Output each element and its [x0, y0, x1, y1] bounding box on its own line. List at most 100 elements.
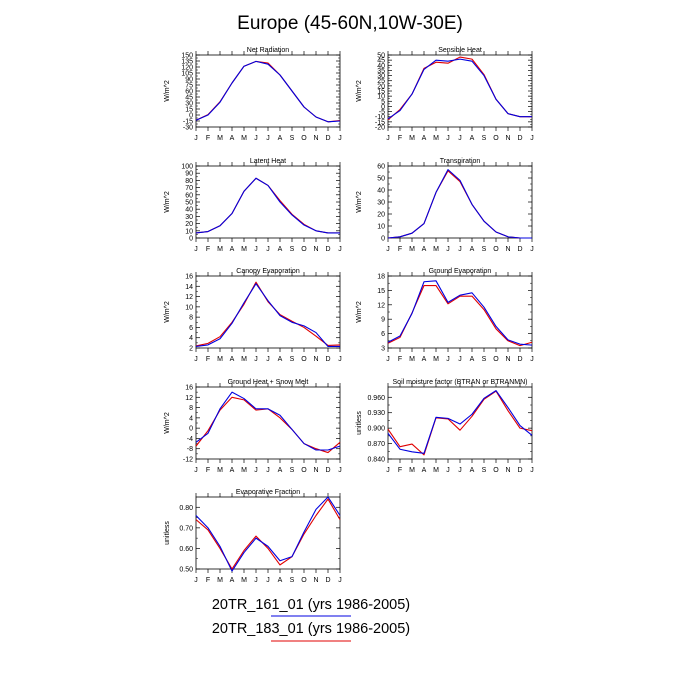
y-tick-label: 0.900 [367, 426, 385, 433]
x-tick-label: J [254, 356, 258, 363]
y-tick-label: -4 [187, 436, 193, 443]
y-tick-label: 15 [377, 288, 385, 295]
x-tick-label: F [398, 467, 402, 474]
figure-title: Europe (45-60N,10W-30E) [237, 13, 463, 34]
panel-1: Net Radiation -30-15015304560759010512013… [164, 47, 342, 142]
y-tick-label: 90 [185, 77, 193, 84]
x-tick-label: J [530, 246, 534, 253]
series-line-1 [387, 56, 532, 121]
x-tick-label: M [409, 467, 415, 474]
y-tick-label: 40 [377, 63, 385, 70]
y-axis-label: W/m^2 [356, 191, 363, 213]
y-tick-label: 6 [189, 325, 193, 332]
plot-frame [195, 275, 341, 349]
panel-title: Ground Evaporation [429, 268, 492, 275]
x-tick-label: N [505, 246, 510, 253]
x-tick-label: A [470, 246, 475, 253]
y-tick-label: 30 [377, 73, 385, 80]
x-tick-label: O [301, 467, 307, 474]
series-line-2 [195, 60, 341, 123]
x-tick-label: M [217, 246, 223, 253]
x-tick-label: M [241, 135, 247, 142]
x-tick-label: S [290, 135, 295, 142]
y-axis-label: W/m^2 [164, 412, 171, 434]
plot-frame [387, 165, 533, 239]
y-tick-label: 9 [381, 317, 385, 324]
x-tick-label: O [493, 467, 499, 474]
x-tick-label: S [482, 246, 487, 253]
x-tick-label: F [206, 246, 210, 253]
x-tick-label: J [338, 356, 342, 363]
series-line-1 [387, 285, 533, 347]
y-tick-label: 4 [189, 335, 193, 342]
y-tick-label: 10 [185, 304, 193, 311]
legend-label-2: 20TR_183_01 (yrs 1986-2005) [212, 621, 410, 637]
x-tick-label: A [470, 467, 475, 474]
x-tick-label: J [338, 135, 342, 142]
y-tick-label: 0 [189, 426, 193, 433]
x-tick-label: O [493, 246, 499, 253]
x-tick-label: J [266, 135, 270, 142]
x-tick-label: D [517, 135, 522, 142]
legend: 20TR_161_01 (yrs 1986-2005) 20TR_183_01 … [212, 597, 410, 642]
y-tick-label: 14 [185, 284, 193, 291]
panel-title: Soil moisture factor (BTRAN or BTRANMN) [393, 379, 528, 386]
y-tick-label: 45 [377, 58, 385, 65]
x-tick-label: O [493, 356, 499, 363]
x-tick-label: M [217, 467, 223, 474]
x-tick-label: F [206, 577, 210, 584]
y-tick-label: 0 [189, 113, 193, 120]
y-tick-label: 50 [377, 53, 385, 60]
x-tick-label: M [241, 246, 247, 253]
x-tick-label: A [422, 135, 427, 142]
x-tick-label: D [325, 135, 330, 142]
x-tick-label: O [301, 246, 307, 253]
y-tick-label: 105 [181, 71, 193, 78]
x-tick-label: M [217, 135, 223, 142]
x-tick-label: S [290, 246, 295, 253]
plot-frame [195, 386, 341, 460]
y-tick-label: 10 [377, 224, 385, 231]
x-tick-label: A [278, 577, 283, 584]
y-tick-label: 70 [185, 185, 193, 192]
y-axis-label: W/m^2 [356, 80, 363, 102]
y-tick-label: 30 [185, 214, 193, 221]
y-tick-label: -30 [183, 125, 193, 132]
y-tick-label: 30 [377, 200, 385, 207]
y-tick-label: 40 [185, 207, 193, 214]
y-tick-label: -15 [375, 119, 385, 126]
y-tick-label: 8 [189, 315, 193, 322]
y-tick-label: -10 [375, 114, 385, 121]
series-line-1 [195, 60, 341, 123]
series-line-1 [387, 390, 533, 456]
y-tick-label: 5 [381, 99, 385, 106]
y-tick-label: 15 [377, 89, 385, 96]
plot-frame [387, 275, 533, 349]
x-tick-label: S [290, 467, 295, 474]
x-tick-label: J [254, 577, 258, 584]
x-tick-label: J [530, 135, 534, 142]
x-tick-label: J [194, 577, 198, 584]
x-tick-label: J [338, 246, 342, 253]
y-tick-label: 25 [377, 78, 385, 85]
series-line-1 [195, 177, 340, 234]
panel-title: Canopy Evaporation [236, 268, 300, 275]
y-tick-label: 30 [185, 101, 193, 108]
x-tick-label: M [409, 356, 415, 363]
y-tick-label: 120 [181, 65, 193, 72]
x-tick-label: S [482, 467, 487, 474]
y-tick-label: 2 [189, 346, 193, 353]
x-tick-label: J [458, 356, 462, 363]
y-tick-label: 50 [185, 200, 193, 207]
x-tick-label: D [325, 467, 330, 474]
panel-title: Latent Heat [250, 158, 286, 165]
y-tick-label: 16 [185, 385, 193, 392]
x-tick-label: M [241, 467, 247, 474]
y-tick-label: 75 [185, 83, 193, 90]
panels: Net Radiation-30-15015304560759010512013… [164, 47, 534, 584]
x-tick-label: N [505, 356, 510, 363]
y-tick-label: 18 [377, 274, 385, 281]
x-tick-label: A [230, 356, 235, 363]
